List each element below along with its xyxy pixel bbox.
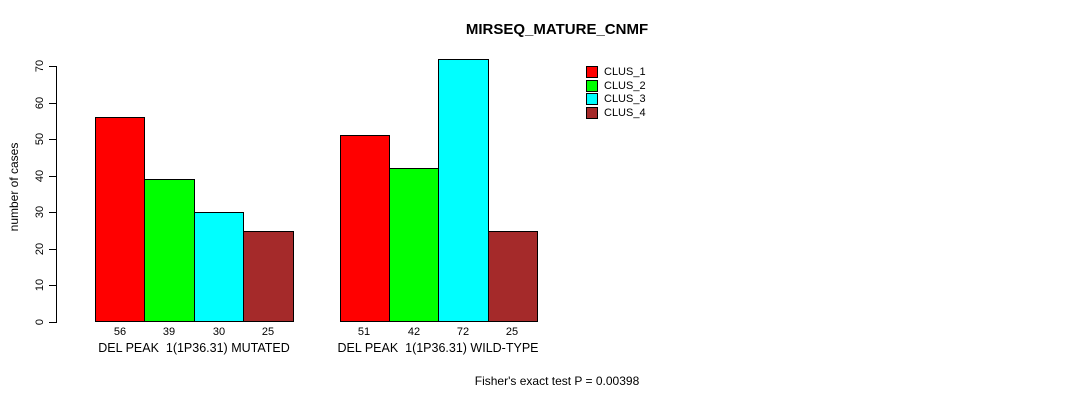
y-tick — [49, 322, 56, 323]
bar-clus_1 — [95, 117, 145, 322]
bar-value-label: 56 — [113, 326, 127, 338]
group-label: DEL PEAK 1(1P36.31) WILD-TYPE — [337, 341, 539, 355]
y-axis-line — [56, 66, 57, 323]
y-tick — [49, 176, 56, 177]
bar-clus_4 — [488, 231, 538, 322]
bar-value-label: 30 — [212, 326, 226, 338]
y-tick — [49, 103, 56, 104]
bar-value-label: 51 — [357, 326, 371, 338]
legend-swatch-clus-3 — [586, 93, 598, 105]
bar-clus_4 — [243, 231, 294, 322]
y-tick-label: 70 — [34, 59, 46, 73]
fisher-test-annotation: Fisher's exact test P = 0.00398 — [474, 374, 640, 388]
bar-clus_3 — [438, 59, 489, 322]
legend-label: CLUS_2 — [604, 79, 646, 92]
group-label: DEL PEAK 1(1P36.31) MUTATED — [98, 341, 290, 355]
legend-swatch-clus-2 — [586, 79, 598, 92]
legend-label: CLUS_4 — [604, 106, 646, 119]
legend: CLUS_1 CLUS_2 CLUS_3 CLUS_4 — [586, 66, 646, 119]
y-tick-label: 40 — [34, 169, 46, 183]
legend-label: CLUS_1 — [604, 66, 646, 78]
chart-title: MIRSEQ_MATURE_CNMF — [465, 21, 649, 38]
legend-swatch-clus-1 — [586, 66, 598, 78]
y-tick — [49, 212, 56, 213]
legend-swatch-clus-4 — [586, 106, 598, 119]
y-tick-label: 30 — [34, 205, 46, 219]
bar-value-label: 72 — [456, 326, 470, 338]
legend-item: CLUS_3 — [586, 93, 646, 105]
y-tick-label: 10 — [34, 278, 46, 292]
bar-clus_3 — [194, 212, 244, 322]
y-tick-label: 50 — [34, 132, 46, 146]
bar-clus_2 — [144, 179, 195, 322]
legend-item: CLUS_1 — [586, 66, 646, 78]
y-tick — [49, 66, 56, 67]
y-tick — [49, 249, 56, 250]
bar-value-label: 25 — [261, 326, 275, 338]
bar-value-label: 39 — [162, 326, 176, 338]
bar-clus_2 — [389, 168, 439, 322]
legend-item: CLUS_2 — [586, 79, 646, 92]
y-tick-label: 20 — [34, 242, 46, 256]
y-tick — [49, 139, 56, 140]
y-tick-label: 0 — [34, 318, 46, 326]
y-tick-label: 60 — [34, 96, 46, 110]
legend-item: CLUS_4 — [586, 106, 646, 119]
bar-clus_1 — [340, 135, 390, 322]
bar-value-label: 25 — [505, 326, 519, 338]
y-tick — [49, 285, 56, 286]
legend-label: CLUS_3 — [604, 93, 646, 105]
bar-value-label: 42 — [407, 326, 421, 338]
